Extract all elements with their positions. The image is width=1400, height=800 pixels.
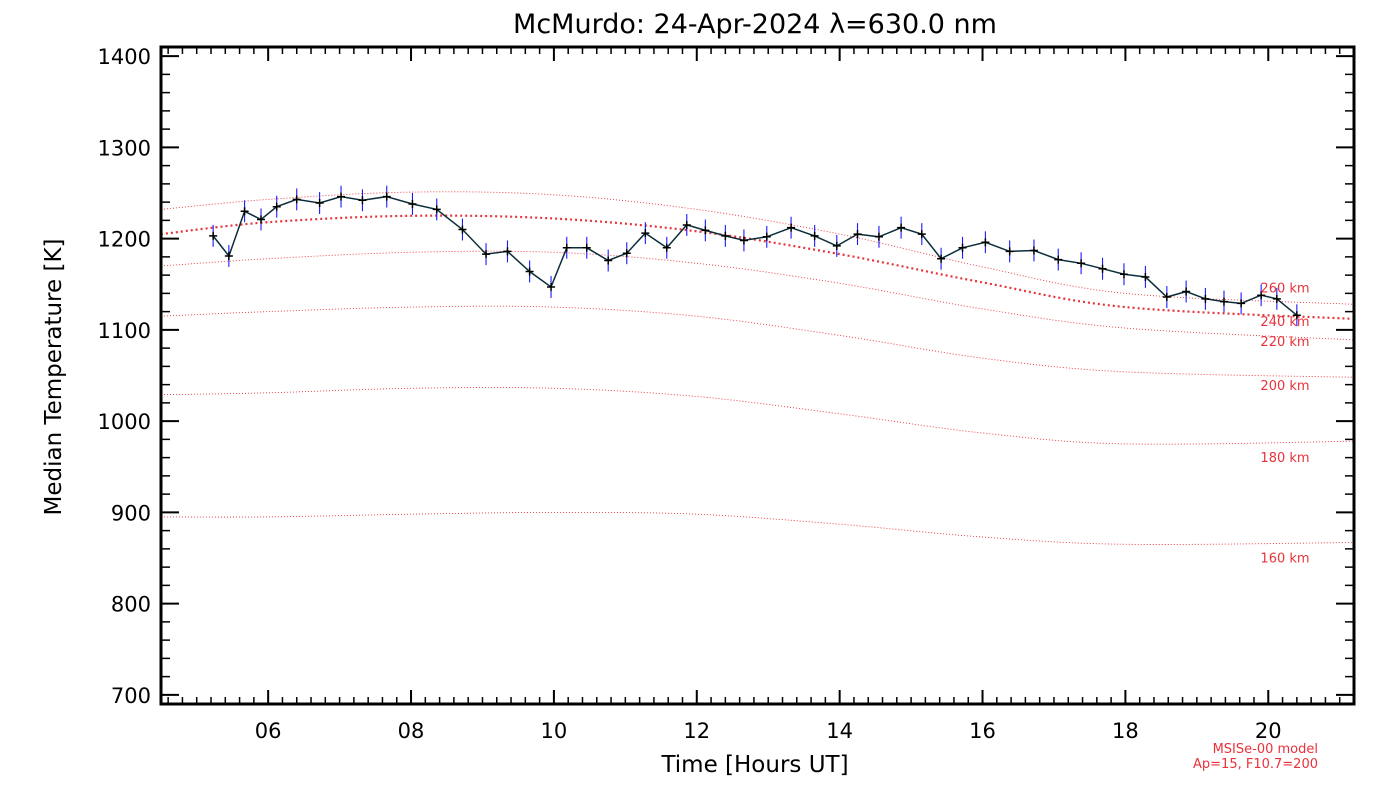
model-label-160-km: 160 km — [1260, 551, 1309, 566]
error-bars — [212, 185, 1298, 327]
data-point — [622, 249, 631, 258]
x-tick-label: 10 — [541, 719, 568, 743]
data-point — [562, 243, 571, 252]
data-point — [337, 192, 346, 201]
plot-area: 160 km 180 km 200 km 220 km 240 km 260 km 06 08… — [98, 45, 1354, 743]
data-point — [604, 256, 613, 265]
data-point — [937, 254, 946, 263]
x-tick-label: 06 — [255, 719, 282, 743]
x-axis-label: Time [Hours UT] — [660, 752, 848, 778]
data-point — [292, 195, 301, 204]
model-curve-220-km — [161, 250, 1354, 341]
model-curve-160-km — [161, 511, 1354, 545]
data-point — [1182, 287, 1191, 296]
y-tick-label: 1200 — [98, 228, 151, 252]
model-label-220-km: 220 km — [1260, 335, 1309, 350]
model-curve-180-km — [161, 387, 1354, 445]
data-point — [272, 202, 281, 211]
data-point — [458, 225, 467, 234]
y-tick-label: 1000 — [98, 410, 151, 434]
model-note-line2: Ap=15, F10.7=200 — [1193, 757, 1318, 772]
data-point — [1162, 293, 1171, 302]
data-point — [874, 232, 883, 241]
data-point — [981, 238, 990, 247]
data-point — [958, 243, 967, 252]
x-tick-label: 08 — [398, 719, 425, 743]
x-tick-label: 16 — [969, 719, 996, 743]
data-point — [1201, 294, 1210, 303]
x-tick-label: 14 — [826, 719, 853, 743]
y-axis-label: Median Temperature [K] — [41, 239, 67, 516]
data-point — [897, 223, 906, 232]
y-tick-label: 900 — [111, 501, 151, 525]
y-tick-label: 800 — [111, 593, 151, 617]
data-point — [1077, 259, 1086, 268]
data-point — [701, 226, 710, 235]
y-tick-label: 700 — [111, 684, 151, 708]
model-curve-240-km — [161, 214, 1354, 320]
data-point — [525, 267, 534, 276]
data-point — [1219, 297, 1228, 306]
data-point — [1005, 247, 1014, 256]
x-tick-label: 12 — [683, 719, 710, 743]
data-point — [682, 220, 691, 229]
data-point — [641, 229, 650, 238]
data-point — [315, 199, 324, 208]
data-point — [1292, 311, 1301, 320]
data-point — [1029, 246, 1038, 255]
model-label-260-km: 260 km — [1260, 281, 1309, 296]
data-point — [739, 236, 748, 245]
y-tick-label: 1300 — [98, 136, 151, 160]
data-point — [1272, 294, 1281, 303]
data-point — [810, 231, 819, 240]
data-point — [1237, 299, 1246, 308]
data-point — [1098, 264, 1107, 273]
temperature-line — [212, 195, 1298, 316]
data-point — [787, 223, 796, 232]
data-point — [721, 231, 730, 240]
model-curve-260-km — [161, 191, 1354, 305]
data-point — [547, 282, 556, 291]
model-curve-200-km — [161, 305, 1354, 378]
data-point — [1054, 255, 1063, 264]
y-tick-label: 1100 — [98, 319, 151, 343]
data-point — [209, 231, 218, 240]
data-point — [482, 250, 491, 259]
data-point — [1257, 291, 1266, 300]
x-tick-label: 18 — [1112, 719, 1139, 743]
data-point — [582, 243, 591, 252]
data-point — [358, 196, 367, 205]
data-point — [408, 199, 417, 208]
model-note-line1: MSISe-00 model — [1213, 742, 1318, 757]
data-point — [853, 230, 862, 239]
model-label-200-km: 200 km — [1260, 379, 1309, 394]
chart-title: McMurdo: 24-Apr-2024 λ=630.0 nm — [513, 9, 997, 40]
data-markers — [209, 192, 1301, 320]
data-point — [762, 232, 771, 241]
y-tick-label: 1400 — [98, 45, 151, 69]
data-point — [662, 243, 671, 252]
data-point — [917, 230, 926, 239]
x-tick-label: 20 — [1255, 719, 1282, 743]
model-label-240-km: 240 km — [1260, 315, 1309, 330]
plot-frame — [159, 45, 1356, 706]
model-label-180-km: 180 km — [1260, 451, 1309, 466]
data-point — [503, 247, 512, 256]
data-point — [432, 205, 441, 214]
data-point — [257, 215, 266, 224]
data-point — [832, 241, 841, 250]
data-point — [1119, 270, 1128, 279]
data-point — [382, 192, 391, 201]
data-point — [240, 207, 249, 216]
data-point — [224, 251, 233, 260]
axis-ticks — [161, 47, 1355, 704]
data-point — [1141, 272, 1150, 281]
